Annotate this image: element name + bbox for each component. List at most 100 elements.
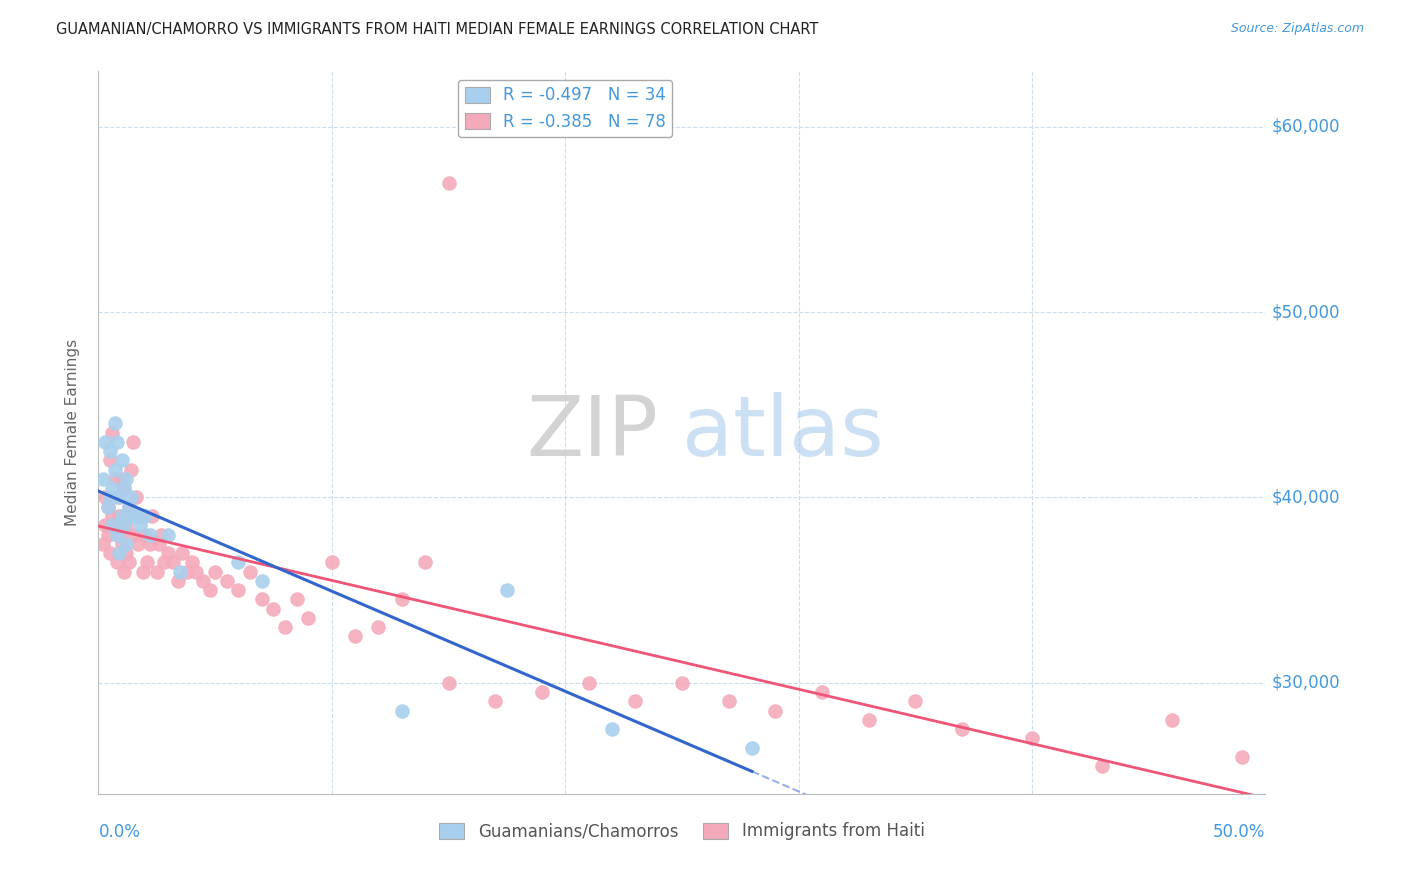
Point	[391, 704, 413, 718]
Point	[157, 546, 180, 560]
Point	[122, 527, 145, 541]
Point	[97, 527, 120, 541]
Point	[285, 592, 308, 607]
Point	[125, 491, 148, 505]
Point	[120, 491, 142, 505]
Point	[391, 592, 413, 607]
Point	[717, 694, 740, 708]
Point	[1021, 731, 1043, 746]
Point	[858, 713, 880, 727]
Point	[741, 740, 763, 755]
Point	[495, 583, 517, 598]
Point	[193, 574, 215, 588]
Text: ZIP: ZIP	[527, 392, 658, 473]
Point	[115, 546, 138, 560]
Point	[104, 463, 127, 477]
Point	[344, 629, 367, 643]
Point	[228, 583, 250, 598]
Point	[172, 546, 194, 560]
Point	[111, 508, 134, 523]
Point	[118, 500, 141, 514]
Point	[108, 508, 131, 523]
Point	[129, 518, 152, 533]
Point	[600, 722, 623, 736]
Point	[950, 722, 973, 736]
Point	[274, 620, 297, 634]
Point	[105, 491, 128, 505]
Point	[101, 425, 124, 440]
Point	[115, 472, 138, 486]
Point	[104, 472, 127, 486]
Point	[101, 481, 124, 495]
Point	[139, 537, 162, 551]
Point	[132, 565, 155, 579]
Y-axis label: Median Female Earnings: Median Female Earnings	[65, 339, 80, 526]
Point	[239, 565, 262, 579]
Point	[1091, 759, 1114, 773]
Point	[578, 675, 600, 690]
Point	[166, 574, 188, 588]
Point	[136, 555, 159, 569]
Text: $40,000: $40,000	[1271, 489, 1340, 507]
Text: $30,000: $30,000	[1271, 673, 1340, 691]
Point	[120, 463, 142, 477]
Point	[1230, 749, 1253, 764]
Point	[98, 453, 121, 467]
Point	[91, 472, 114, 486]
Point	[115, 537, 138, 551]
Point	[94, 518, 117, 533]
Point	[105, 555, 128, 569]
Point	[250, 574, 273, 588]
Point	[118, 500, 141, 514]
Point	[98, 491, 121, 505]
Point	[108, 546, 131, 560]
Point	[112, 481, 135, 495]
Point	[97, 500, 120, 514]
Point	[321, 555, 343, 569]
Point	[146, 565, 169, 579]
Point	[125, 508, 148, 523]
Point	[624, 694, 647, 708]
Point	[112, 565, 135, 579]
Point	[108, 527, 131, 541]
Point	[94, 491, 117, 505]
Point	[262, 601, 284, 615]
Point	[105, 527, 128, 541]
Point	[115, 518, 138, 533]
Point	[94, 434, 117, 449]
Point	[101, 518, 124, 533]
Text: GUAMANIAN/CHAMORRO VS IMMIGRANTS FROM HAITI MEDIAN FEMALE EARNINGS CORRELATION C: GUAMANIAN/CHAMORRO VS IMMIGRANTS FROM HA…	[56, 22, 818, 37]
Point	[530, 685, 553, 699]
Point	[200, 583, 222, 598]
Point	[152, 555, 174, 569]
Point	[141, 508, 163, 523]
Point	[98, 444, 121, 458]
Point	[413, 555, 436, 569]
Point	[134, 508, 156, 523]
Point	[437, 176, 460, 190]
Point	[104, 518, 127, 533]
Point	[484, 694, 506, 708]
Point	[104, 417, 127, 431]
Point	[91, 537, 114, 551]
Point	[97, 500, 120, 514]
Text: Source: ZipAtlas.com: Source: ZipAtlas.com	[1230, 22, 1364, 36]
Point	[297, 611, 319, 625]
Point	[250, 592, 273, 607]
Text: 0.0%: 0.0%	[98, 822, 141, 841]
Point	[105, 434, 128, 449]
Point	[204, 565, 226, 579]
Point	[186, 565, 208, 579]
Point	[1161, 713, 1184, 727]
Point	[180, 555, 202, 569]
Point	[215, 574, 238, 588]
Point	[108, 491, 131, 505]
Point	[150, 527, 173, 541]
Point	[134, 527, 156, 541]
Text: 50.0%: 50.0%	[1213, 822, 1265, 841]
Point	[176, 565, 198, 579]
Text: $60,000: $60,000	[1271, 118, 1340, 136]
Point	[111, 537, 134, 551]
Point	[122, 434, 145, 449]
Point	[111, 453, 134, 467]
